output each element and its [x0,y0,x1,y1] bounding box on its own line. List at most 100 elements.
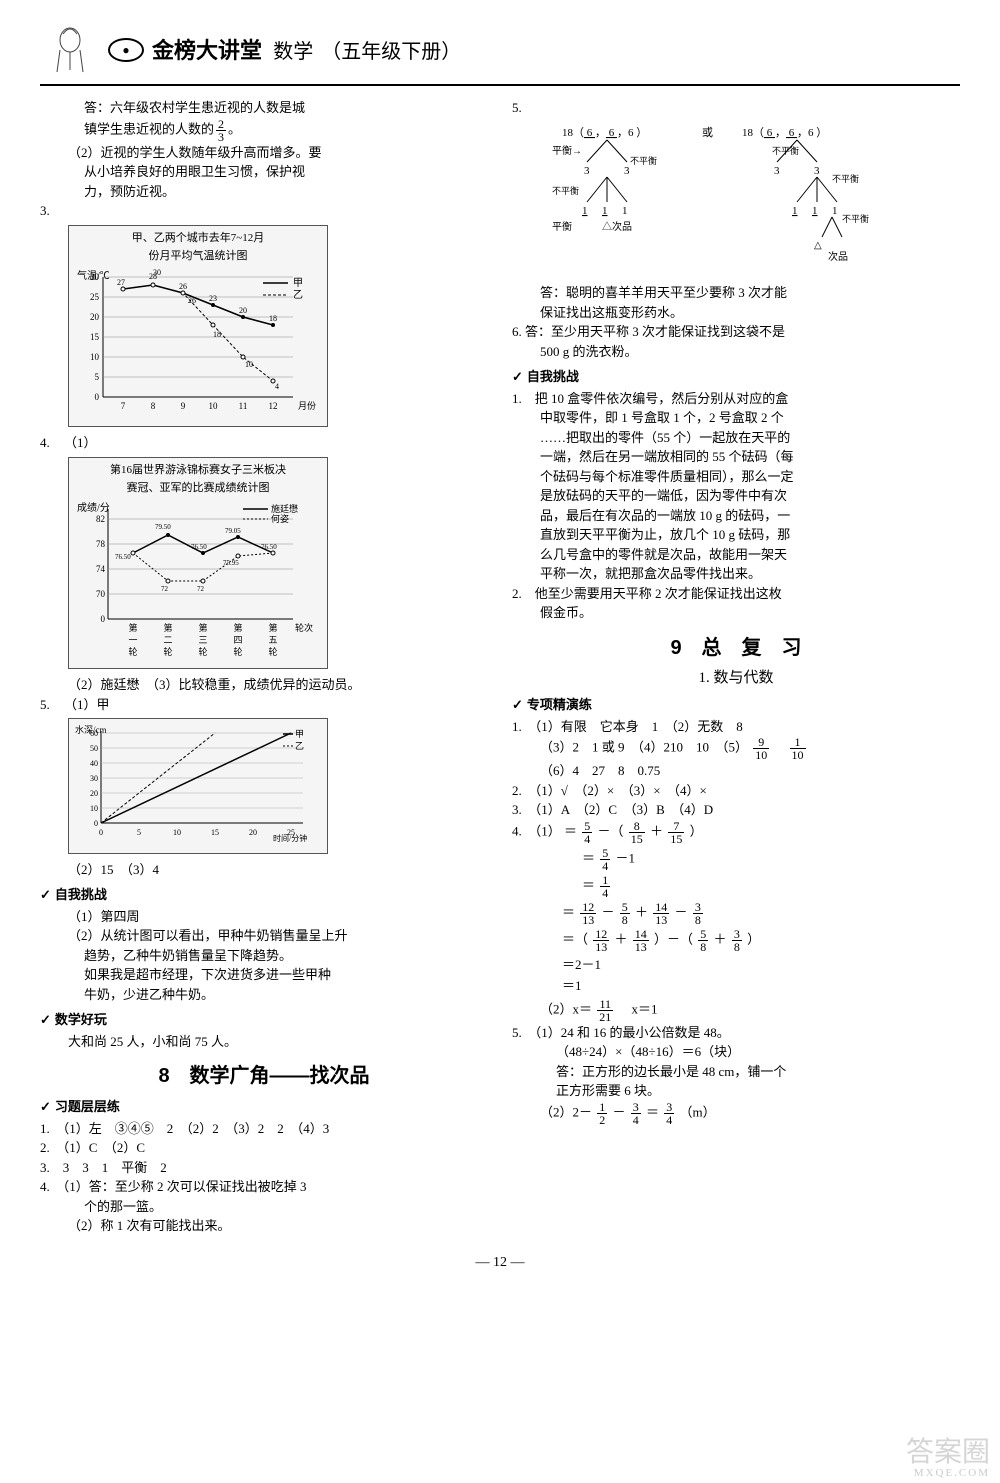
svg-text:乙: 乙 [295,741,304,751]
svg-text:轮: 轮 [233,646,242,657]
line-chart-svg: 水深/cm 01020 30405060 0510 152025 时间/分钟 [73,723,323,843]
text: 中取零件，即 1 号盒取 1 个，2 号盒取 2 个 [512,408,960,428]
svg-text:26: 26 [179,282,187,291]
svg-text:30: 30 [90,272,100,282]
svg-text:1: 1 [832,205,838,217]
text: （48÷24）×（48÷16）＝6（块） [512,1042,960,1062]
text: 3. （1）A （2）C （3）B （4）D [512,800,960,820]
svg-text:30: 30 [90,774,98,783]
text: （3）2 1 或 9 （4）210 10 （5） 910 110 [512,736,960,761]
svg-text:5: 5 [137,828,141,837]
svg-text:时间/分钟: 时间/分钟 [273,833,307,843]
svg-text:70: 70 [96,589,106,599]
svg-text:0: 0 [101,614,106,624]
svg-text:不平衡: 不平衡 [772,145,799,156]
chapter-8-title: 8 数学广角——找次品 [40,1061,488,1091]
chapter-9-subtitle: 1. 数与代数 [512,667,960,690]
svg-text:轮次: 轮次 [295,622,313,633]
svg-text:成绩/分: 成绩/分 [77,501,110,514]
svg-text:第: 第 [268,622,277,633]
svg-text:3: 3 [814,165,820,177]
chart-temperature: 甲、乙两个城市去年7~12月 份月平均气温统计图 气温/℃ 0510 15202… [68,225,328,428]
q-number: 5. [40,695,64,715]
text: （2）从统计图可以看出，甲种牛奶销售量呈上升 [40,926,488,946]
svg-text:10: 10 [209,401,219,411]
svg-text:五: 五 [268,635,277,645]
equation: ＝（ 1213 ＋ 1413 ）－（ 58 ＋ 38 ） [512,928,960,953]
equation: ＝ 54 －1 [512,847,960,872]
section-math-fun: 数学好玩 [40,1010,488,1030]
oval-icon: ● [108,38,144,62]
svg-text:72: 72 [161,585,169,593]
svg-text:4: 4 [275,382,279,391]
text: 正方形需要 6 块。 [512,1081,960,1101]
page-header: ● 金榜大讲堂 数学（五年级下册） [40,20,960,86]
mascot-logo [40,20,100,80]
svg-text:76.50: 76.50 [191,543,207,551]
svg-text:0: 0 [94,819,98,828]
header-grade: （五年级下册） [321,41,461,63]
svg-text:75.95: 75.95 [223,559,239,567]
svg-text:不平衡: 不平衡 [832,173,859,184]
decision-tree: 18（ 6 ， 6 ，6 ） 或 平衡→ 33 不平衡 不平衡 1 1 1 平衡… [532,122,960,278]
svg-text:9: 9 [181,401,186,411]
chapter-9-title: 9 总 复 习 [512,633,960,663]
page-number: — 12 — [40,1252,960,1273]
svg-text:不平衡: 不平衡 [552,185,579,196]
svg-text:施廷懋: 施廷懋 [271,503,298,514]
svg-text:15: 15 [211,828,219,837]
text: 一端，然后在另一端放相同的 55 个砝码（每 [512,447,960,467]
text: 力，预防近视。 [40,182,488,202]
right-column: 5. 18（ 6 ， 6 ，6 ） 或 平衡→ 33 不平衡 不平衡 1 1 1… [512,98,960,1236]
text: （2）称 1 次有可能找出来。 [40,1216,488,1236]
svg-text:5: 5 [95,372,100,382]
svg-text:△次品: △次品 [602,220,632,233]
equation: ＝ 1213 － 58 ＋ 1413 － 38 [512,901,960,926]
svg-text:△: △ [814,240,822,251]
text: （2）15 （3）4 [40,860,488,880]
text: 1. （1）有限 它本身 1 （2）无数 8 [512,717,960,737]
svg-text:50: 50 [90,744,98,753]
text: 3. 3 3 1 平衡 2 [40,1158,488,1178]
svg-text:何姿: 何姿 [271,513,289,524]
svg-text:20: 20 [239,306,247,315]
svg-text:3: 3 [624,165,630,177]
svg-text:30: 30 [153,268,161,277]
svg-text:次品: 次品 [828,250,848,263]
equation: ＝1 [512,976,960,996]
text: 2. （1）√ （2）× （3）× （4）× [512,781,960,801]
section-special: 专项精演练 [512,695,960,715]
svg-text:78: 78 [96,539,106,549]
chart-water: 水深/cm 01020 30405060 0510 152025 时间/分钟 [68,718,328,854]
svg-text:10: 10 [173,828,181,837]
svg-text:76.50: 76.50 [115,553,131,561]
svg-text:二: 二 [163,635,172,645]
svg-text:12: 12 [269,401,278,411]
svg-text:10: 10 [90,804,98,813]
text: 1. 把 10 盒零件依次编号，然后分别从对应的盒 [512,389,960,409]
svg-text:20: 20 [249,828,257,837]
svg-text:乙: 乙 [293,289,303,301]
equation: ＝ 14 [512,874,960,899]
svg-text:甲: 甲 [295,729,304,739]
line-chart-svg: 成绩/分 07074 7882 第第第第第 一二三四五 轮轮轮轮轮 轮次 [73,499,323,659]
equation: （2）x＝ 1121 x＝1 [512,998,960,1023]
svg-text:第: 第 [198,622,207,633]
text: 答：正方形的边长最小是 48 cm，铺一个 [512,1062,960,1082]
svg-text:18（ 6 ， 6 ，6 ）: 18（ 6 ， 6 ，6 ） [562,126,647,139]
svg-text:76.50: 76.50 [261,543,277,551]
svg-text:79.50: 79.50 [155,523,171,531]
text: （2）近视的学生人数随年级升高而增多。要 [40,143,488,163]
svg-text:0: 0 [99,828,103,837]
q-number: 5. [512,98,536,118]
text: （1）第四周 [40,907,488,927]
text: 4. （1） ＝ 54 －（ 815 ＋ 715 ） [512,820,960,845]
text: 个的那一篮。 [40,1197,488,1217]
svg-text:18: 18 [269,314,277,323]
svg-text:3: 3 [584,165,590,177]
text: 5. （1）24 和 16 的最小公倍数是 48。 [512,1023,960,1043]
svg-text:0: 0 [95,392,100,402]
svg-text:月份: 月份 [298,400,316,411]
section-self-challenge: 自我挑战 [512,367,960,387]
text: 直放到天平平衡为止，放几个 10 g 砝码，那 [512,525,960,545]
